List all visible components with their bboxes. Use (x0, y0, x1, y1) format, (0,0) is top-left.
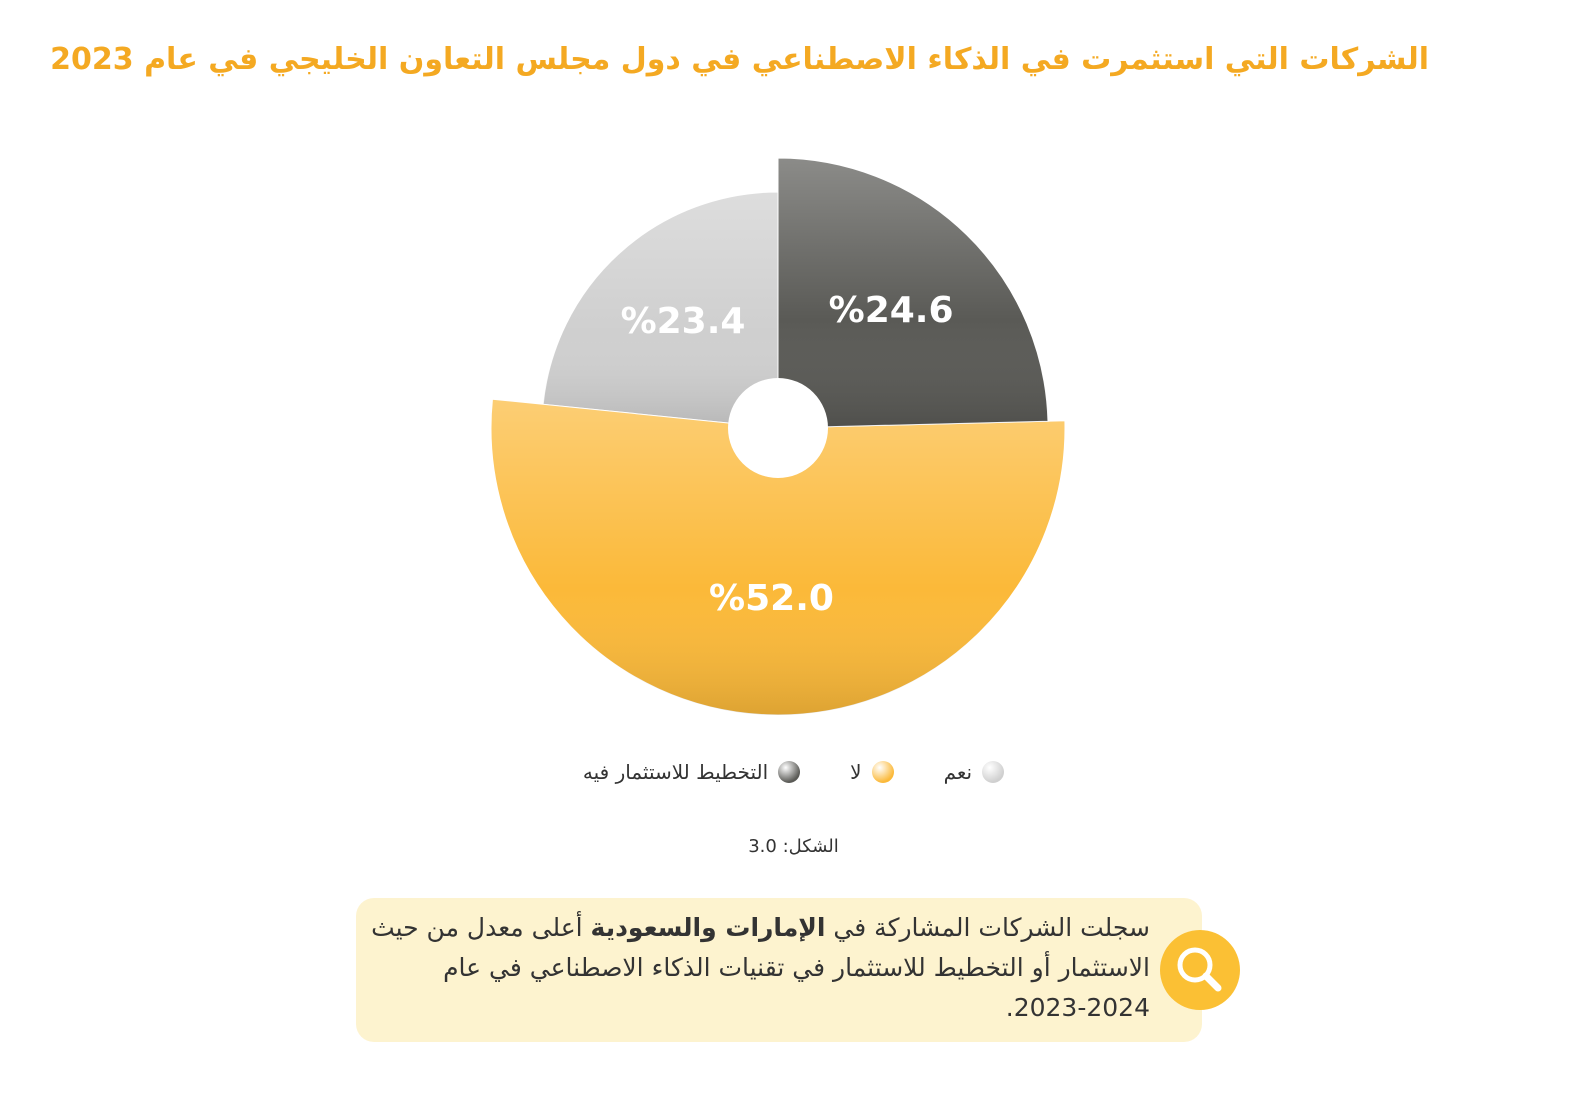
legend-label: نعم (943, 760, 973, 784)
legend: نعم لا التخطيط للاستثمار فيه (0, 760, 1587, 784)
slice-shade (490, 399, 1065, 716)
legend-swatch (871, 761, 894, 783)
icon-graphic (1177, 947, 1222, 992)
legend-item: نعم (944, 760, 1005, 784)
legend-swatch (982, 761, 1005, 783)
legend-item: لا (850, 760, 894, 784)
legend-swatch (778, 761, 801, 783)
legend-label: لا (850, 760, 862, 784)
value-label: %24.6 (829, 290, 954, 331)
pie-hole (728, 378, 828, 478)
callout-emphasis: الإمارات والسعودية (590, 913, 826, 942)
slice-shade (543, 192, 778, 428)
search-icon (1160, 930, 1240, 1010)
legend-item: التخطيط للاستثمار فيه (582, 760, 801, 784)
callout-text: سجلت الشركات المشاركة في الإمارات والسعو… (370, 908, 1150, 1028)
callout-text: أعلى معدل من حيث الاستثمار أو التخطيط لل… (371, 913, 1150, 1022)
value-label: %52.0 (709, 578, 834, 619)
value-label: %23.4 (621, 301, 746, 342)
callout-text: سجلت الشركات المشاركة في (825, 913, 1150, 942)
callout-box: سجلت الشركات المشاركة في الإمارات والسعو… (356, 898, 1202, 1042)
slice-shade (778, 158, 1048, 428)
chart-title: الشركات التي استثمرت في الذكاء الاصطناعي… (50, 42, 1429, 77)
legend-label: التخطيط للاستثمار فيه (582, 760, 769, 784)
figure-caption: الشكل: 3.0 (748, 836, 839, 857)
